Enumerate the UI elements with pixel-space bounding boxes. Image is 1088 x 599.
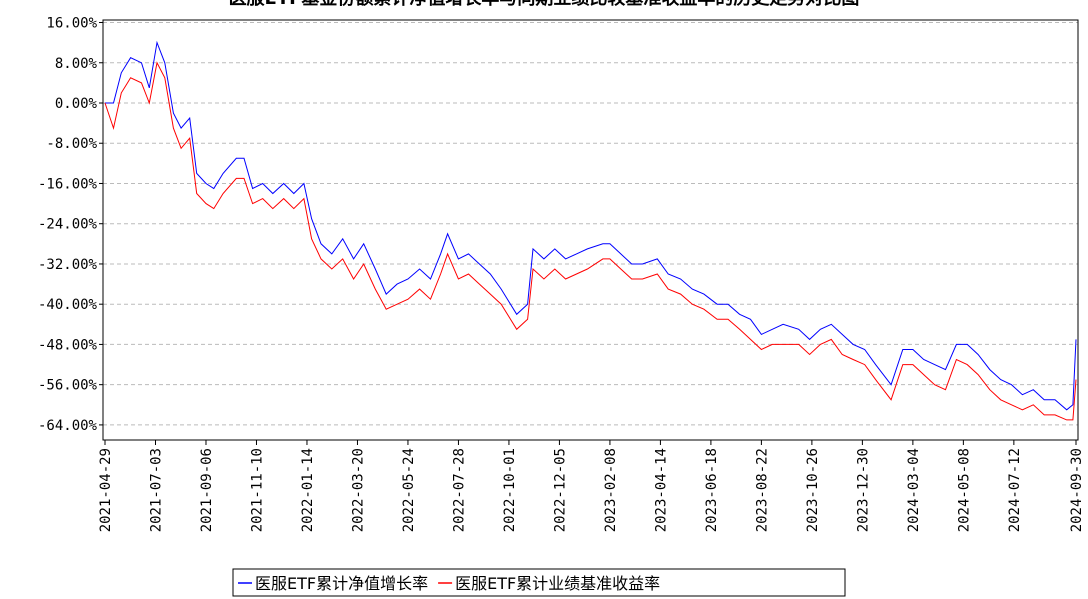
y-tick-label: -40.00%	[38, 297, 98, 313]
x-tick-label: 2024-03-04	[906, 448, 922, 532]
series-line	[104, 61, 1077, 421]
y-tick-label: 16.00%	[46, 16, 97, 32]
x-tick-label: 2022-07-28	[451, 448, 467, 532]
y-tick-label: -24.00%	[38, 217, 98, 233]
y-tick-label: -56.00%	[38, 378, 98, 394]
legend-label: 医服ETF累计净值增长率	[255, 574, 428, 593]
y-tick-label: 8.00%	[55, 56, 98, 72]
plot-frame	[102, 19, 1079, 441]
legend-label: 医服ETF累计业绩基准收益率	[455, 574, 660, 593]
x-tick-label: 2023-04-14	[653, 448, 669, 532]
x-tick-label: 2022-12-05	[552, 448, 568, 532]
y-tick-label: -48.00%	[38, 337, 98, 353]
legend-box	[232, 568, 846, 597]
x-tick-label: 2022-05-24	[401, 448, 417, 532]
series-line	[105, 40, 1077, 411]
y-tick-label: -8.00%	[46, 136, 97, 152]
x-tick-label: 2021-09-06	[199, 448, 215, 532]
x-tick-label: 2022-03-20	[350, 448, 366, 532]
x-tick-label: 2023-06-18	[704, 448, 720, 532]
x-tick-label: 2022-01-14	[300, 448, 316, 532]
y-tick-label: -32.00%	[38, 257, 98, 273]
x-tick-label: 2021-04-29	[98, 448, 114, 532]
x-tick-label: 2024-09-30	[1069, 448, 1085, 532]
x-tick-label: 2023-02-08	[603, 448, 619, 532]
x-tick-label: 2022-10-01	[502, 448, 518, 532]
x-tick-label: 2023-08-22	[754, 448, 770, 532]
x-tick-label: 2021-11-10	[249, 448, 265, 532]
y-tick-label: -64.00%	[38, 418, 98, 434]
chart-title: 医服ETF基金份额累计净值增长率与同期业绩比较基准收益率的历史走势对比图	[229, 0, 860, 9]
x-tick-label: 2021-07-03	[148, 448, 164, 532]
y-tick-label: -16.00%	[38, 176, 98, 192]
x-tick-label: 2024-07-12	[1007, 448, 1023, 532]
x-tick-label: 2023-10-26	[805, 448, 821, 532]
x-tick-label: 2023-12-30	[855, 448, 871, 532]
x-tick-label: 2024-05-08	[956, 448, 972, 532]
y-tick-label: 0.00%	[55, 96, 98, 112]
